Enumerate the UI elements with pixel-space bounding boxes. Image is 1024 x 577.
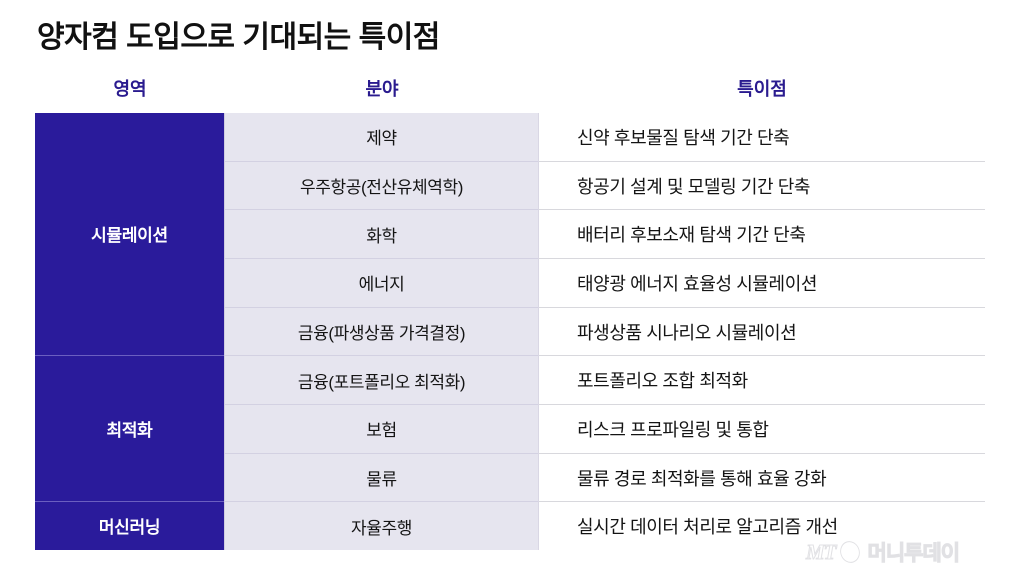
data-table: 시뮬레이션 최적화 머신러닝 제약 우주항공(전산유체역학) 화학 에너지 금융(파생상품 … xyxy=(35,113,985,550)
column-feature: 신약 후보물질 탐색 기간 단축 항공기 설계 및 모델링 기간 단축 배터리 후보… xyxy=(538,113,985,550)
feature-cell: 파생상품 시나리오 시뮬레이션 xyxy=(539,308,985,357)
field-cell: 화학 xyxy=(225,210,538,260)
feature-cell: 리스크 프로파일링 및 통합 xyxy=(539,405,985,454)
feature-cell: 신약 후보물질 탐색 기간 단축 xyxy=(539,113,985,162)
column-area: 시뮬레이션 최적화 머신러닝 xyxy=(35,113,224,550)
field-cell: 제약 xyxy=(225,113,538,162)
feature-cell: 포트폴리오 조합 최적화 xyxy=(539,356,985,406)
field-cell: 자율주행 xyxy=(351,518,412,538)
feature-cell: 배터리 후보소재 탐색 기간 단축 xyxy=(539,210,985,260)
column-header-area: 영역 xyxy=(113,79,147,99)
group-cell: 머신러닝 xyxy=(35,501,224,550)
group-cell: 최적화 xyxy=(35,355,224,502)
column-field: 제약 우주항공(전산유체역학) 화학 에너지 금융(파생상품 가격결정) 금융(포트폴리오… xyxy=(224,113,538,550)
feature-cell: 태양광 에너지 효율성 시뮬레이션 xyxy=(539,259,985,308)
field-cell: 물류 xyxy=(225,454,538,503)
field-cell: 금융(포트폴리오 최적화) xyxy=(225,356,538,406)
field-cell: 보험 xyxy=(225,405,538,454)
column-header-field: 분야 xyxy=(365,79,399,99)
column-header-feature: 특이점 xyxy=(737,79,787,99)
field-cell: 에너지 xyxy=(225,259,538,308)
field-cell: 금융(파생상품 가격결정) xyxy=(225,308,538,357)
page-title: 양자컴 도입으로 기대되는 특이점 xyxy=(37,21,440,54)
feature-cell: 물류 경로 최적화를 통해 효율 강화 xyxy=(539,454,985,503)
column-header-row: 영역 분야 특이점 xyxy=(35,74,985,106)
group-cell: 시뮬레이션 xyxy=(35,113,224,356)
field-cell: 우주항공(전산유체역학) xyxy=(225,162,538,211)
feature-cell: 항공기 설계 및 모델링 기간 단축 xyxy=(539,162,985,211)
feature-cell: 실시간 데이터 처리로 알고리즘 개선 xyxy=(577,517,838,538)
